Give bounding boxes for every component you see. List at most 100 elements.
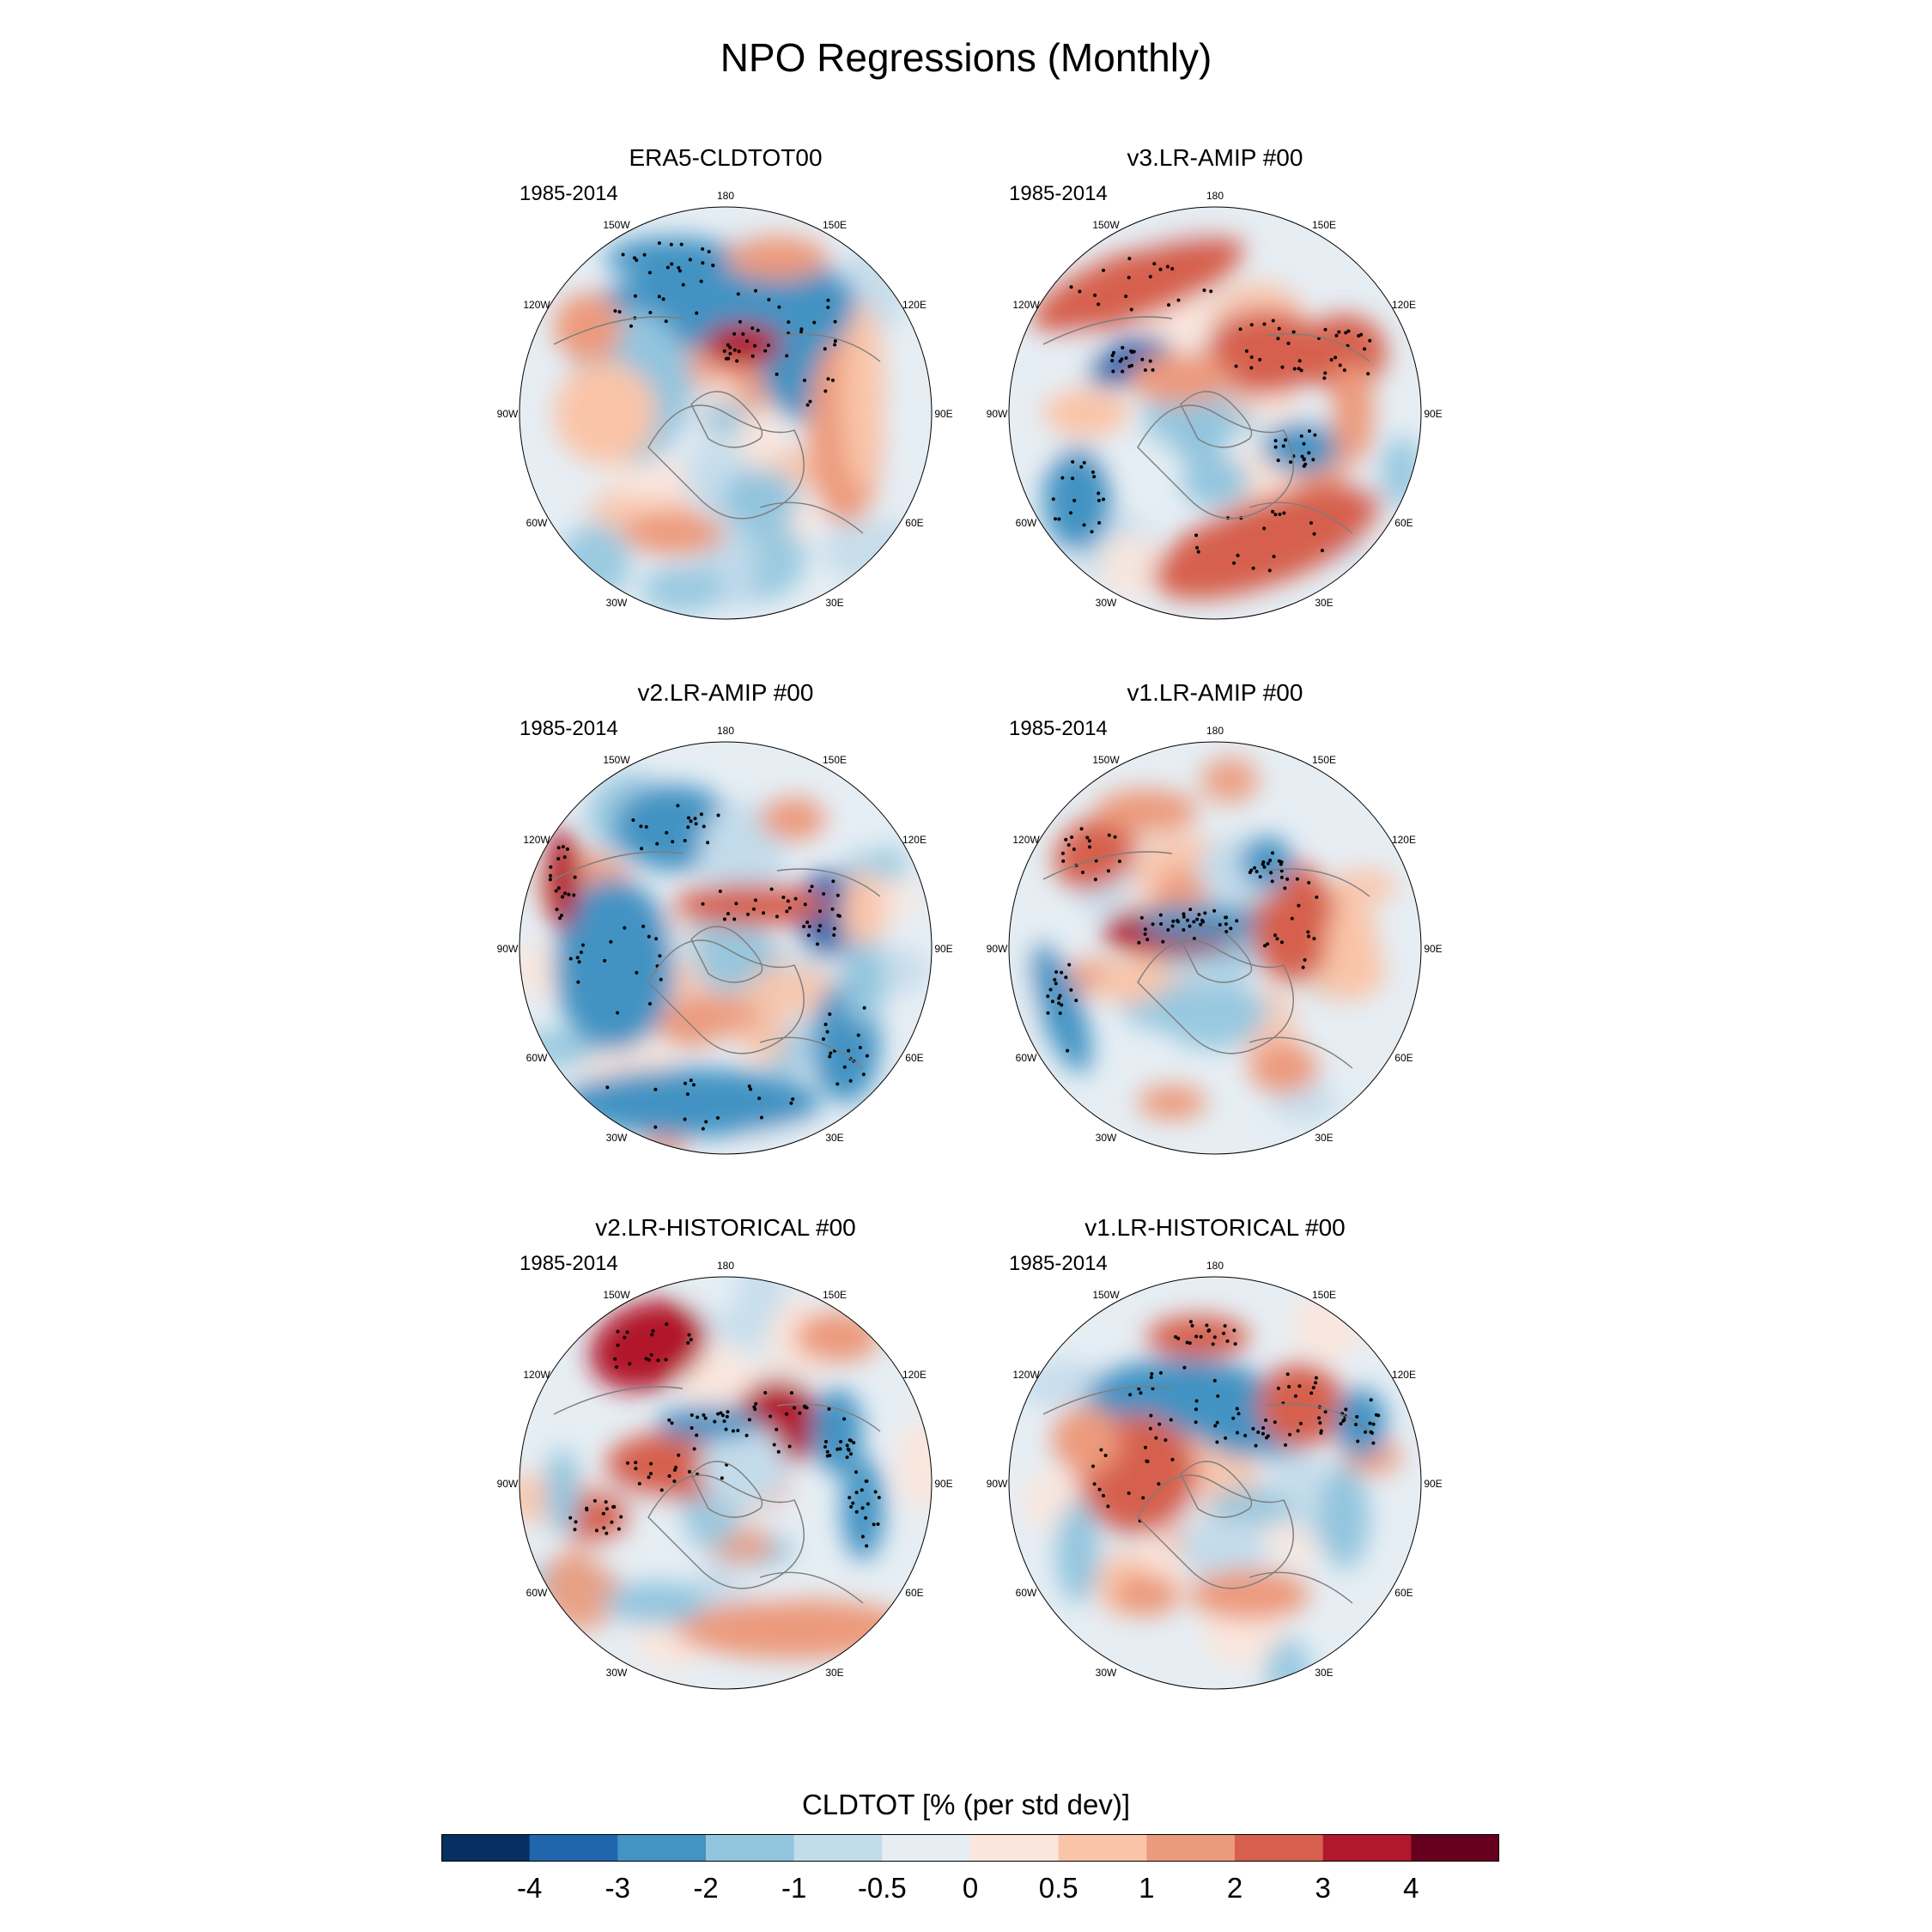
significance-dot	[633, 294, 637, 298]
significance-dot	[613, 309, 617, 313]
longitude-label: 180	[717, 725, 734, 737]
significance-dot	[861, 1072, 866, 1077]
significance-dot	[1368, 1421, 1372, 1425]
significance-dot	[1058, 993, 1062, 998]
significance-dot	[1323, 327, 1327, 331]
significance-dot	[772, 1443, 776, 1447]
longitude-label: 60E	[905, 1052, 923, 1064]
significance-dot	[1199, 922, 1203, 927]
significance-dot	[1166, 303, 1170, 307]
significance-dot	[858, 1045, 862, 1049]
significance-dot	[1235, 919, 1239, 923]
significance-dot	[671, 840, 675, 844]
significance-dot	[1094, 859, 1098, 863]
significance-dot	[1061, 859, 1066, 863]
anomaly-region	[726, 237, 829, 280]
longitude-label: 180	[717, 190, 734, 202]
significance-dot	[1255, 869, 1259, 873]
significance-dot	[635, 258, 639, 262]
significance-dot	[1130, 363, 1134, 368]
significance-dot	[1307, 429, 1311, 434]
colorbar-tick-label: 0	[962, 1872, 979, 1904]
significance-dot	[1130, 350, 1134, 355]
significance-dot	[775, 914, 779, 919]
significance-dot	[1145, 1459, 1149, 1463]
significance-dot	[1323, 371, 1327, 375]
significance-dot	[1318, 1421, 1322, 1425]
significance-dot	[1251, 566, 1255, 570]
significance-dot	[864, 1516, 868, 1520]
significance-dot	[1213, 1424, 1218, 1428]
significance-dot	[877, 1496, 881, 1500]
significance-dot	[683, 1081, 687, 1085]
longitude-label: 90W	[497, 1478, 519, 1490]
map-border	[519, 741, 933, 1155]
significance-dot	[1066, 843, 1071, 848]
significance-dot	[677, 265, 681, 270]
significance-dot	[1253, 866, 1257, 870]
significance-dot	[821, 1037, 825, 1042]
significance-dot	[631, 818, 635, 823]
significance-dot	[626, 1461, 630, 1465]
significance-dot	[799, 327, 804, 331]
significance-dot	[1060, 476, 1065, 480]
significance-dot	[810, 884, 814, 889]
significance-dot	[555, 908, 559, 912]
significance-dot	[735, 359, 739, 363]
colorbar-tick-label: -2	[693, 1872, 719, 1904]
significance-dot	[776, 1449, 781, 1454]
significance-dot	[1235, 1406, 1239, 1411]
significance-dot	[722, 1419, 726, 1424]
significance-dot	[876, 1522, 880, 1526]
significance-dot	[699, 279, 703, 283]
colorbar-tick-label: -0.5	[857, 1872, 907, 1904]
colorbar-segment	[970, 1834, 1060, 1862]
significance-dot	[1066, 1048, 1070, 1053]
significance-dot	[1232, 1328, 1236, 1333]
longitude-label: 60W	[1016, 517, 1037, 529]
anomaly-region	[721, 469, 799, 529]
colorbar-segment	[1411, 1834, 1499, 1862]
significance-dot	[1366, 372, 1370, 376]
significance-dot	[720, 1413, 725, 1418]
significance-dot	[738, 319, 742, 324]
significance-dot	[1093, 878, 1097, 882]
significance-dot	[637, 1481, 641, 1485]
significance-dot	[1054, 517, 1058, 521]
significance-dot	[766, 343, 770, 348]
longitude-label: 60E	[1394, 1587, 1413, 1599]
significance-dot	[823, 347, 827, 351]
significance-dot	[1302, 441, 1306, 446]
colorbar-title: CLDTOT [% (per std dev)]	[801, 1789, 1131, 1820]
significance-dot	[805, 403, 810, 407]
significance-dot	[753, 343, 757, 348]
significance-dot	[649, 1352, 653, 1357]
significance-dot	[825, 1449, 829, 1454]
significance-dot	[1128, 1393, 1133, 1397]
significance-dot	[1284, 1443, 1288, 1447]
field-patch	[701, 400, 746, 436]
significance-dot	[1212, 1378, 1217, 1382]
anomaly-region	[841, 939, 884, 1025]
significance-dot	[594, 1528, 598, 1533]
significance-dot	[644, 824, 648, 829]
significance-dot	[603, 958, 607, 963]
longitude-label: 150E	[823, 219, 847, 231]
significance-dot	[567, 892, 571, 896]
significance-dot	[707, 250, 711, 254]
significance-dot	[1299, 1421, 1303, 1425]
significance-dot	[1082, 523, 1086, 527]
longitude-label: 150W	[1092, 1289, 1120, 1301]
significance-dot	[786, 899, 790, 903]
anomaly-region	[1335, 1388, 1387, 1457]
significance-dot	[750, 354, 755, 358]
significance-dot	[775, 1427, 779, 1431]
significance-dot	[1107, 833, 1111, 837]
map-panel-v1-historical: v1.LR-HISTORICAL #00 1985-2014 180 150E 12…	[966, 1214, 1464, 1695]
significance-dot	[670, 262, 674, 266]
significance-dot	[726, 356, 731, 361]
significance-dot	[1364, 1430, 1368, 1434]
significance-dot	[812, 320, 817, 325]
significance-dot	[623, 1335, 627, 1340]
significance-dot	[833, 339, 837, 343]
